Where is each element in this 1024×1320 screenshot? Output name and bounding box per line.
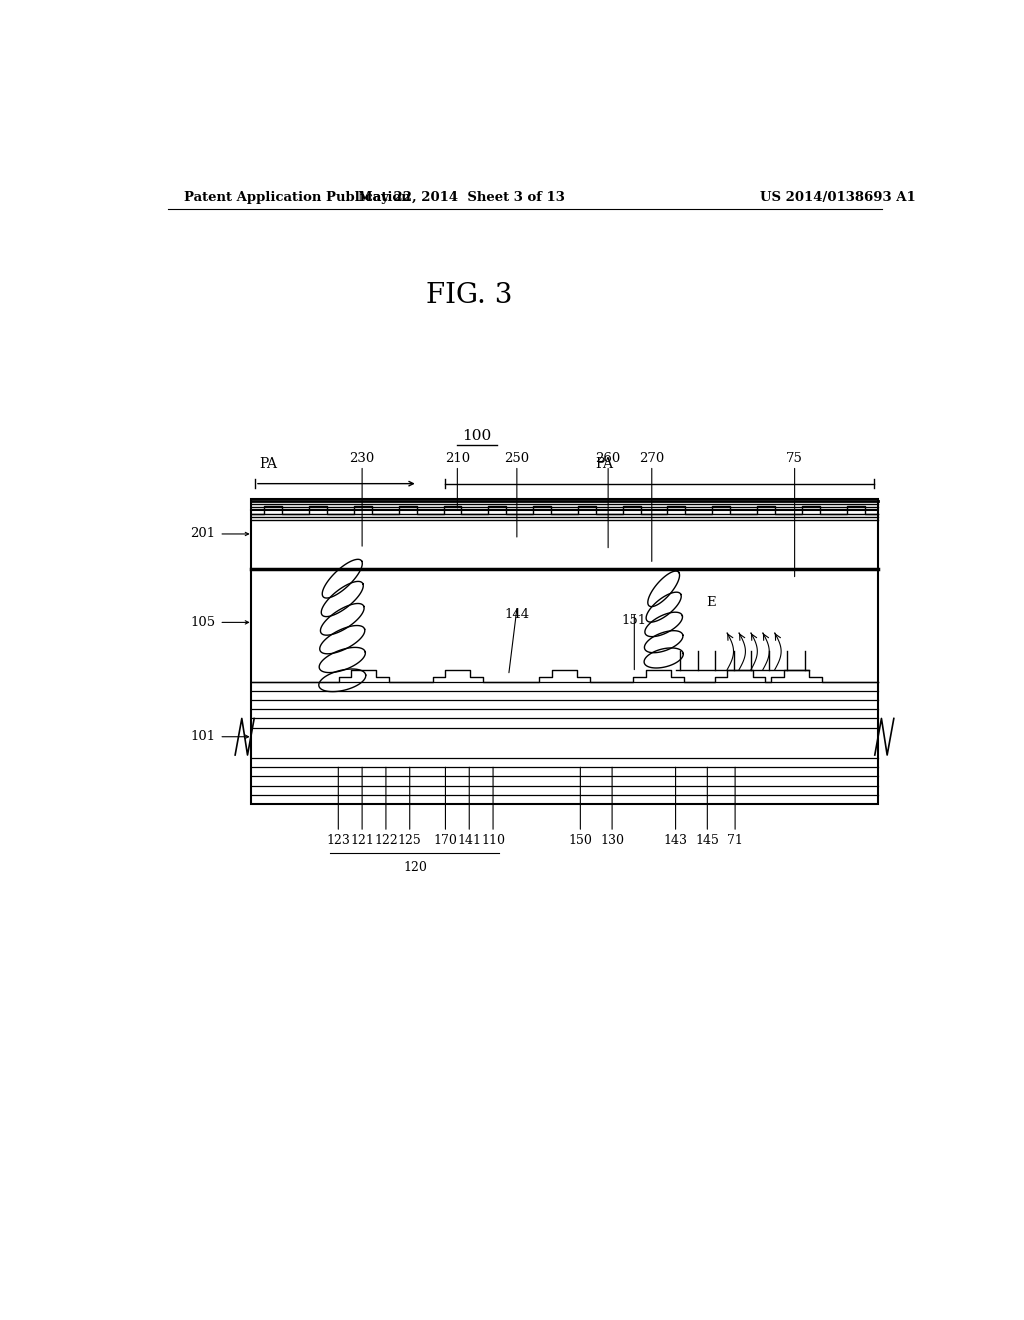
Text: 75: 75 xyxy=(786,453,803,466)
Text: 144: 144 xyxy=(504,609,529,622)
Text: PA: PA xyxy=(595,458,613,471)
Text: 101: 101 xyxy=(190,730,215,743)
Text: 125: 125 xyxy=(398,834,422,847)
Text: 250: 250 xyxy=(504,453,529,466)
Text: 151: 151 xyxy=(622,614,647,627)
Text: 123: 123 xyxy=(327,834,350,847)
Text: 230: 230 xyxy=(349,453,375,466)
Text: E: E xyxy=(707,597,716,609)
Text: 143: 143 xyxy=(664,834,687,847)
Text: 130: 130 xyxy=(600,834,624,847)
Text: 120: 120 xyxy=(403,861,427,874)
Text: 71: 71 xyxy=(727,834,743,847)
Text: 100: 100 xyxy=(463,429,492,444)
Text: 150: 150 xyxy=(568,834,592,847)
Text: 170: 170 xyxy=(433,834,458,847)
Text: Patent Application Publication: Patent Application Publication xyxy=(183,190,411,203)
Text: 210: 210 xyxy=(444,453,470,466)
Text: 270: 270 xyxy=(639,453,665,466)
Text: 201: 201 xyxy=(190,528,215,540)
Text: 121: 121 xyxy=(350,834,374,847)
Text: PA: PA xyxy=(259,458,276,471)
Bar xyxy=(251,499,878,804)
Text: 110: 110 xyxy=(481,834,505,847)
Text: 145: 145 xyxy=(695,834,719,847)
Text: 141: 141 xyxy=(458,834,481,847)
Text: US 2014/0138693 A1: US 2014/0138693 A1 xyxy=(761,190,916,203)
Text: FIG. 3: FIG. 3 xyxy=(426,282,512,309)
Text: 260: 260 xyxy=(596,453,621,466)
Text: 105: 105 xyxy=(190,616,215,628)
Text: May 22, 2014  Sheet 3 of 13: May 22, 2014 Sheet 3 of 13 xyxy=(357,190,565,203)
Text: 122: 122 xyxy=(374,834,397,847)
